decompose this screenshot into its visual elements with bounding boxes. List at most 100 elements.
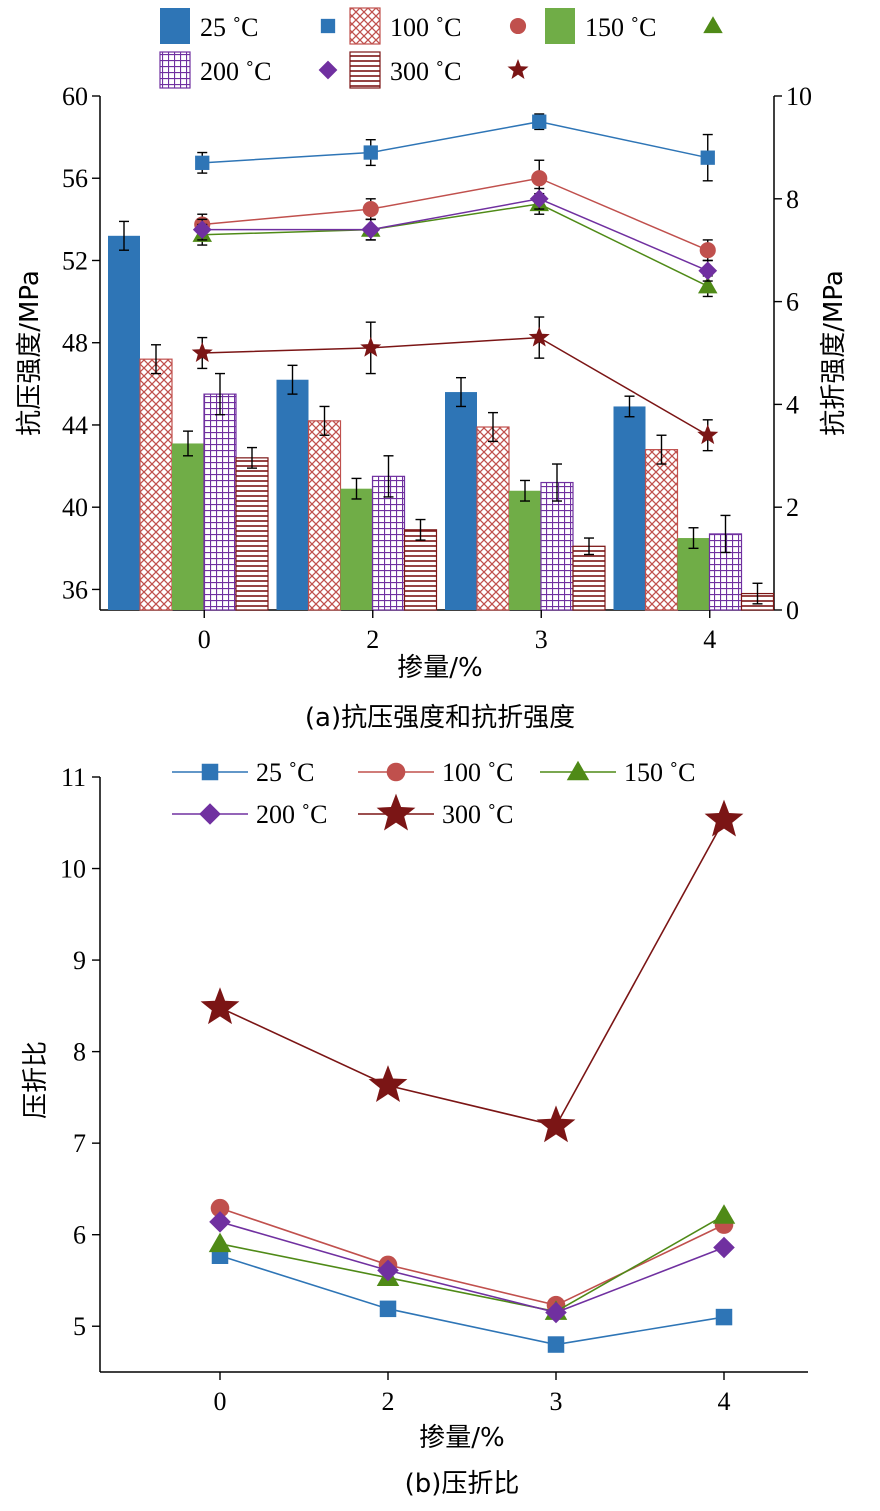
y-right-tick-label: 6 — [786, 288, 799, 317]
bar — [476, 426, 510, 611]
data-point — [545, 1301, 567, 1324]
y-right-tick-label: 8 — [786, 185, 799, 214]
bar — [139, 358, 173, 611]
bar-error-bar — [752, 582, 763, 605]
legend-marker — [376, 793, 416, 831]
series-line — [219, 819, 725, 1127]
legend-label: 200 ˚C — [256, 800, 328, 829]
bar — [613, 406, 646, 610]
x-tick-label: 4 — [703, 625, 716, 654]
bar — [403, 529, 438, 611]
legend-label: 300 ˚C — [442, 800, 514, 829]
y-tick-label: 40 — [62, 493, 88, 522]
bar-error-bar — [319, 405, 330, 436]
data-point — [704, 799, 744, 837]
x-tick-label: 2 — [382, 1387, 395, 1416]
bar — [307, 420, 342, 611]
bar-error-bar — [287, 364, 298, 395]
panel-b-x-axis-label: 掺量/% — [419, 1423, 504, 1453]
y-tick-label: 5 — [73, 1312, 86, 1341]
series-line — [202, 198, 709, 272]
data-point — [195, 155, 210, 170]
legend-swatch — [545, 8, 575, 44]
bar — [644, 449, 679, 611]
bar — [371, 475, 406, 611]
data-point — [361, 220, 381, 239]
y-tick-label: 7 — [73, 1129, 86, 1158]
legend-marker — [318, 60, 338, 80]
bar-error-bar — [247, 446, 257, 469]
legend-swatch — [159, 51, 191, 89]
x-tick-label: 2 — [366, 625, 379, 654]
legend-marker — [386, 762, 406, 782]
legend-label: 300 ˚C — [390, 57, 462, 86]
bar-error-bar — [624, 395, 635, 418]
legend-swatch — [160, 8, 190, 44]
data-point — [377, 1259, 399, 1282]
panel-a-caption: (a)抗压强度和抗折强度 — [305, 703, 575, 733]
data-point — [200, 987, 240, 1025]
panel-b-ratio-chart: 25 ˚C 100 ˚C 150 ˚C 200 ˚C 300 ˚C 5 6 7 8 9 10 11 0… — [21, 758, 808, 1499]
bar-error-bar — [688, 527, 699, 550]
series-line — [202, 203, 709, 287]
bar-error-bar — [151, 344, 161, 375]
panel-a-y-axis-label: 抗压强度/MPa — [15, 270, 45, 436]
series-line — [202, 336, 709, 436]
y-right-tick-label: 4 — [786, 390, 799, 419]
legend-marker — [703, 16, 723, 34]
bar — [445, 392, 477, 610]
y-tick-label: 52 — [62, 246, 88, 275]
legend-label: 25 ˚C — [200, 13, 259, 42]
data-point — [368, 1065, 408, 1102]
data-point — [697, 424, 719, 445]
data-point — [210, 1198, 230, 1218]
data-point — [363, 145, 378, 160]
data-point — [715, 1308, 733, 1326]
series-line — [202, 120, 708, 164]
bar-error-bar — [520, 479, 530, 502]
y-tick-label: 6 — [73, 1221, 86, 1250]
data-point — [191, 341, 213, 362]
data-point — [531, 170, 548, 187]
bar-error-bar — [720, 514, 731, 554]
panel-b-ticks: 5 6 7 8 9 10 11 0 2 3 4 — [60, 763, 731, 1416]
panel-a-bars — [108, 220, 775, 611]
y-tick-label: 56 — [62, 164, 88, 193]
x-tick-label: 3 — [550, 1387, 563, 1416]
bar-error-bar — [656, 434, 667, 465]
legend-label: 25 ˚C — [256, 758, 315, 787]
panel-b-caption: (b)压折比 — [405, 1469, 520, 1499]
data-point — [360, 336, 382, 357]
legend-marker — [201, 763, 219, 781]
data-point — [536, 1105, 576, 1143]
legend-swatch — [349, 7, 381, 45]
panel-a-legend: 25 ˚C 100 ˚C 150 ˚C 200 ˚C 300 ˚C — [159, 7, 723, 89]
bar-error-bar — [383, 455, 394, 498]
bar — [172, 443, 204, 610]
panel-b-y-axis-label: 压折比 — [21, 1041, 51, 1119]
legend-label: 100 ˚C — [442, 758, 514, 787]
legend-label: 150 ˚C — [585, 13, 657, 42]
y-tick-label: 48 — [62, 329, 88, 358]
y-tick-label: 10 — [60, 855, 86, 884]
data-point — [209, 1211, 231, 1233]
legend-marker — [566, 760, 590, 781]
y-tick-label: 11 — [61, 763, 86, 792]
series-line — [219, 1254, 725, 1346]
data-point — [379, 1300, 397, 1318]
data-point — [529, 189, 549, 209]
bar — [203, 393, 237, 611]
legend-marker — [507, 58, 529, 79]
legend-label: 100 ˚C — [390, 13, 462, 42]
data-point — [713, 1236, 735, 1259]
bar — [509, 490, 541, 610]
y-tick-label: 60 — [62, 82, 88, 111]
series-line — [219, 1214, 725, 1313]
bar-error-bar — [584, 537, 594, 556]
bar-error-bar — [456, 376, 466, 408]
x-tick-label: 3 — [535, 625, 548, 654]
data-point — [192, 220, 212, 239]
y-tick-label: 36 — [62, 575, 88, 604]
legend-marker — [320, 18, 336, 34]
